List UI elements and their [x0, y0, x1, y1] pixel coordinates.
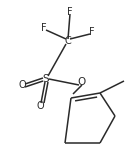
Text: F: F [41, 23, 47, 33]
Text: O: O [36, 101, 44, 111]
Text: F: F [89, 27, 95, 37]
Text: F: F [67, 7, 73, 17]
Text: O: O [78, 77, 86, 87]
Text: S: S [43, 74, 49, 84]
Text: O: O [18, 80, 26, 90]
Text: C: C [65, 36, 71, 46]
